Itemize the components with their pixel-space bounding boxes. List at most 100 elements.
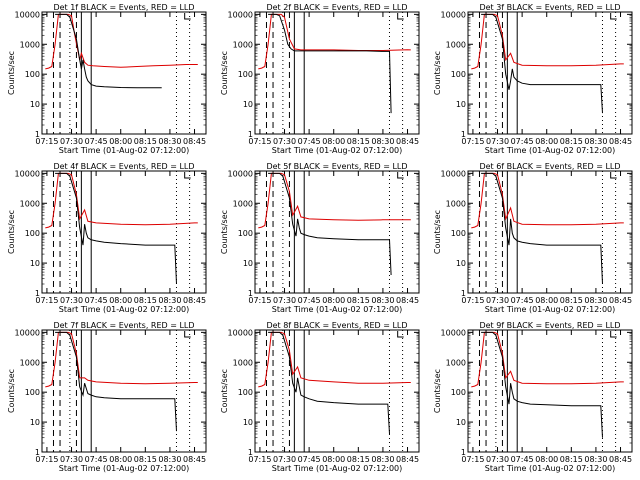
x-tick-label: 08:30 [371, 455, 394, 464]
x-tick-label: 08:00 [322, 296, 345, 305]
y-tick-label: 1000 [233, 199, 253, 208]
x-tick-label: 07:45 [511, 137, 534, 146]
x-tick-label: 07:15 [461, 296, 484, 305]
x-tick-label: 08:45 [183, 455, 206, 464]
x-tick-label: 08:00 [109, 137, 132, 146]
y-tick-label: 1000 [233, 358, 253, 367]
x-axis-label: Start Time (01-Aug-02 07:12:00) [59, 464, 190, 473]
x-axis-label: Start Time (01-Aug-02 07:12:00) [59, 146, 190, 155]
x-tick-label: 07:45 [85, 455, 108, 464]
x-tick-label: 08:15 [347, 455, 370, 464]
y-tick-label: 10000 [441, 169, 466, 178]
y-tick-label: 10000 [15, 169, 40, 178]
detector-panel-8: Det 8f BLACK = Events, RED = LLD11010010… [220, 321, 419, 473]
x-tick-label: 07:45 [298, 455, 321, 464]
x-tick-label: 08:15 [560, 296, 583, 305]
y-tick-label: 10 [456, 259, 466, 268]
detector-panel-3: Det 3f BLACK = Events, RED = LLD 1 10 100 10… [433, 3, 632, 155]
x-tick-label: 08:15 [347, 296, 370, 305]
x-tick-label: 08:00 [109, 296, 132, 305]
y-tick-label: 10 [243, 259, 253, 268]
plot-frame [42, 330, 206, 452]
x-tick-label: 08:00 [535, 296, 558, 305]
x-tick-label: 07:30 [486, 137, 509, 146]
x-tick-label: 07:30 [486, 296, 509, 305]
x-tick-label: 08:30 [371, 137, 394, 146]
detector-panel-1: Det 1f BLACK = Events, RED = LLD 1 10 100 10… [7, 3, 206, 155]
y-tick-label: 100 [238, 229, 253, 238]
lld-series-line [45, 14, 198, 69]
panel-title: Det 1f BLACK = Events, RED = LLD [53, 3, 194, 12]
x-tick-label: 08:15 [134, 137, 157, 146]
panel-title: Det 3f BLACK = Events, RED = LLD [479, 3, 620, 12]
events-series-line [55, 173, 176, 284]
plot-frame [468, 12, 632, 134]
y-tick-label: 1000 [446, 358, 466, 367]
detector-panel-2: Det 2f BLACK = Events, RED = LLD11010010… [220, 3, 419, 155]
x-tick-label: 08:15 [134, 296, 157, 305]
detector-panel-9: Det 9f BLACK = Events, RED = LLD 1 10 100 10… [433, 321, 632, 473]
events-series-line [268, 14, 391, 113]
plot-frame [255, 12, 419, 134]
x-axis-label: Start Time (01-Aug-02 07:12:00) [272, 464, 403, 473]
y-tick-label: 10000 [15, 328, 40, 337]
x-tick-label: 08:45 [396, 455, 419, 464]
x-tick-label: 08:45 [183, 296, 206, 305]
panel-title: Det 9f BLACK = Events, RED = LLD [479, 321, 620, 330]
y-tick-label: 10 [243, 100, 253, 109]
x-axis-label: Start Time (01-Aug-02 07:12:00) [485, 464, 616, 473]
plot-frame [255, 330, 419, 452]
y-tick-label: 100 [238, 70, 253, 79]
x-tick-label: 08:00 [535, 137, 558, 146]
x-tick-label: 08:30 [158, 296, 181, 305]
x-tick-label: 08:45 [396, 137, 419, 146]
x-tick-label: 08:30 [371, 296, 394, 305]
x-tick-label: 08:15 [560, 455, 583, 464]
panel-title: Det 2f BLACK = Events, RED = LLD [266, 3, 407, 12]
panel-title: Det 6f BLACK = Events, RED = LLD [479, 162, 620, 171]
y-tick-label: 10000 [441, 10, 466, 19]
x-axis-label: Start Time (01-Aug-02 07:12:00) [59, 305, 190, 314]
x-tick-label: 08:45 [609, 296, 632, 305]
x-tick-label: 07:15 [248, 137, 271, 146]
y-tick-label: 1000 [20, 199, 40, 208]
x-tick-label: 08:00 [322, 137, 345, 146]
y-tick-label: 100 [25, 388, 40, 397]
x-tick-label: 08:30 [584, 137, 607, 146]
x-tick-label: 08:30 [158, 455, 181, 464]
plot-frame [42, 171, 206, 293]
y-tick-label: 10000 [441, 328, 466, 337]
x-tick-label: 07:30 [486, 455, 509, 464]
x-tick-label: 07:30 [60, 137, 83, 146]
x-tick-label: 08:15 [560, 137, 583, 146]
y-axis-label: Counts/sec [433, 369, 442, 413]
x-tick-label: 07:15 [461, 137, 484, 146]
y-tick-label: 1000 [446, 199, 466, 208]
panel-title: Det 4f BLACK = Events, RED = LLD [53, 162, 194, 171]
x-tick-label: 08:30 [158, 137, 181, 146]
x-tick-label: 07:45 [298, 137, 321, 146]
x-tick-label: 08:45 [183, 137, 206, 146]
y-axis-label: Counts/sec [7, 369, 16, 413]
y-tick-label: 100 [451, 70, 466, 79]
x-tick-label: 07:45 [511, 296, 534, 305]
x-tick-label: 08:15 [347, 137, 370, 146]
detector-panel-6: Det 6f BLACK = Events, RED = LLD 1 10 100 10… [433, 162, 632, 314]
x-tick-label: 07:30 [273, 296, 296, 305]
x-tick-label: 07:15 [35, 296, 58, 305]
x-tick-label: 08:45 [396, 296, 419, 305]
x-axis-label: Start Time (01-Aug-02 07:12:00) [485, 146, 616, 155]
x-tick-label: 07:30 [273, 455, 296, 464]
lld-series-line [45, 332, 198, 387]
x-tick-label: 07:45 [85, 296, 108, 305]
panel-title: Det 7f BLACK = Events, RED = LLD [53, 321, 194, 330]
x-tick-label: 08:15 [134, 455, 157, 464]
x-tick-label: 07:15 [248, 455, 271, 464]
events-series-line [268, 173, 391, 275]
y-tick-label: 10000 [228, 328, 253, 337]
x-tick-label: 07:30 [60, 296, 83, 305]
y-axis-label: Counts/sec [433, 51, 442, 95]
x-tick-label: 07:45 [511, 455, 534, 464]
y-tick-label: 100 [238, 388, 253, 397]
